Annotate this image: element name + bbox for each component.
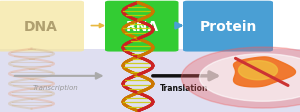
Bar — [0, 49, 300, 112]
Circle shape — [200, 54, 300, 101]
Circle shape — [182, 48, 300, 108]
Text: Translation: Translation — [160, 83, 209, 92]
Text: DNA: DNA — [24, 20, 57, 34]
Text: Protein: Protein — [199, 20, 257, 34]
FancyBboxPatch shape — [183, 2, 273, 52]
Text: RNA: RNA — [125, 20, 158, 34]
Text: Transcription: Transcription — [33, 84, 78, 90]
FancyBboxPatch shape — [105, 2, 178, 52]
Polygon shape — [238, 61, 278, 80]
Polygon shape — [233, 57, 296, 87]
FancyBboxPatch shape — [0, 2, 84, 52]
